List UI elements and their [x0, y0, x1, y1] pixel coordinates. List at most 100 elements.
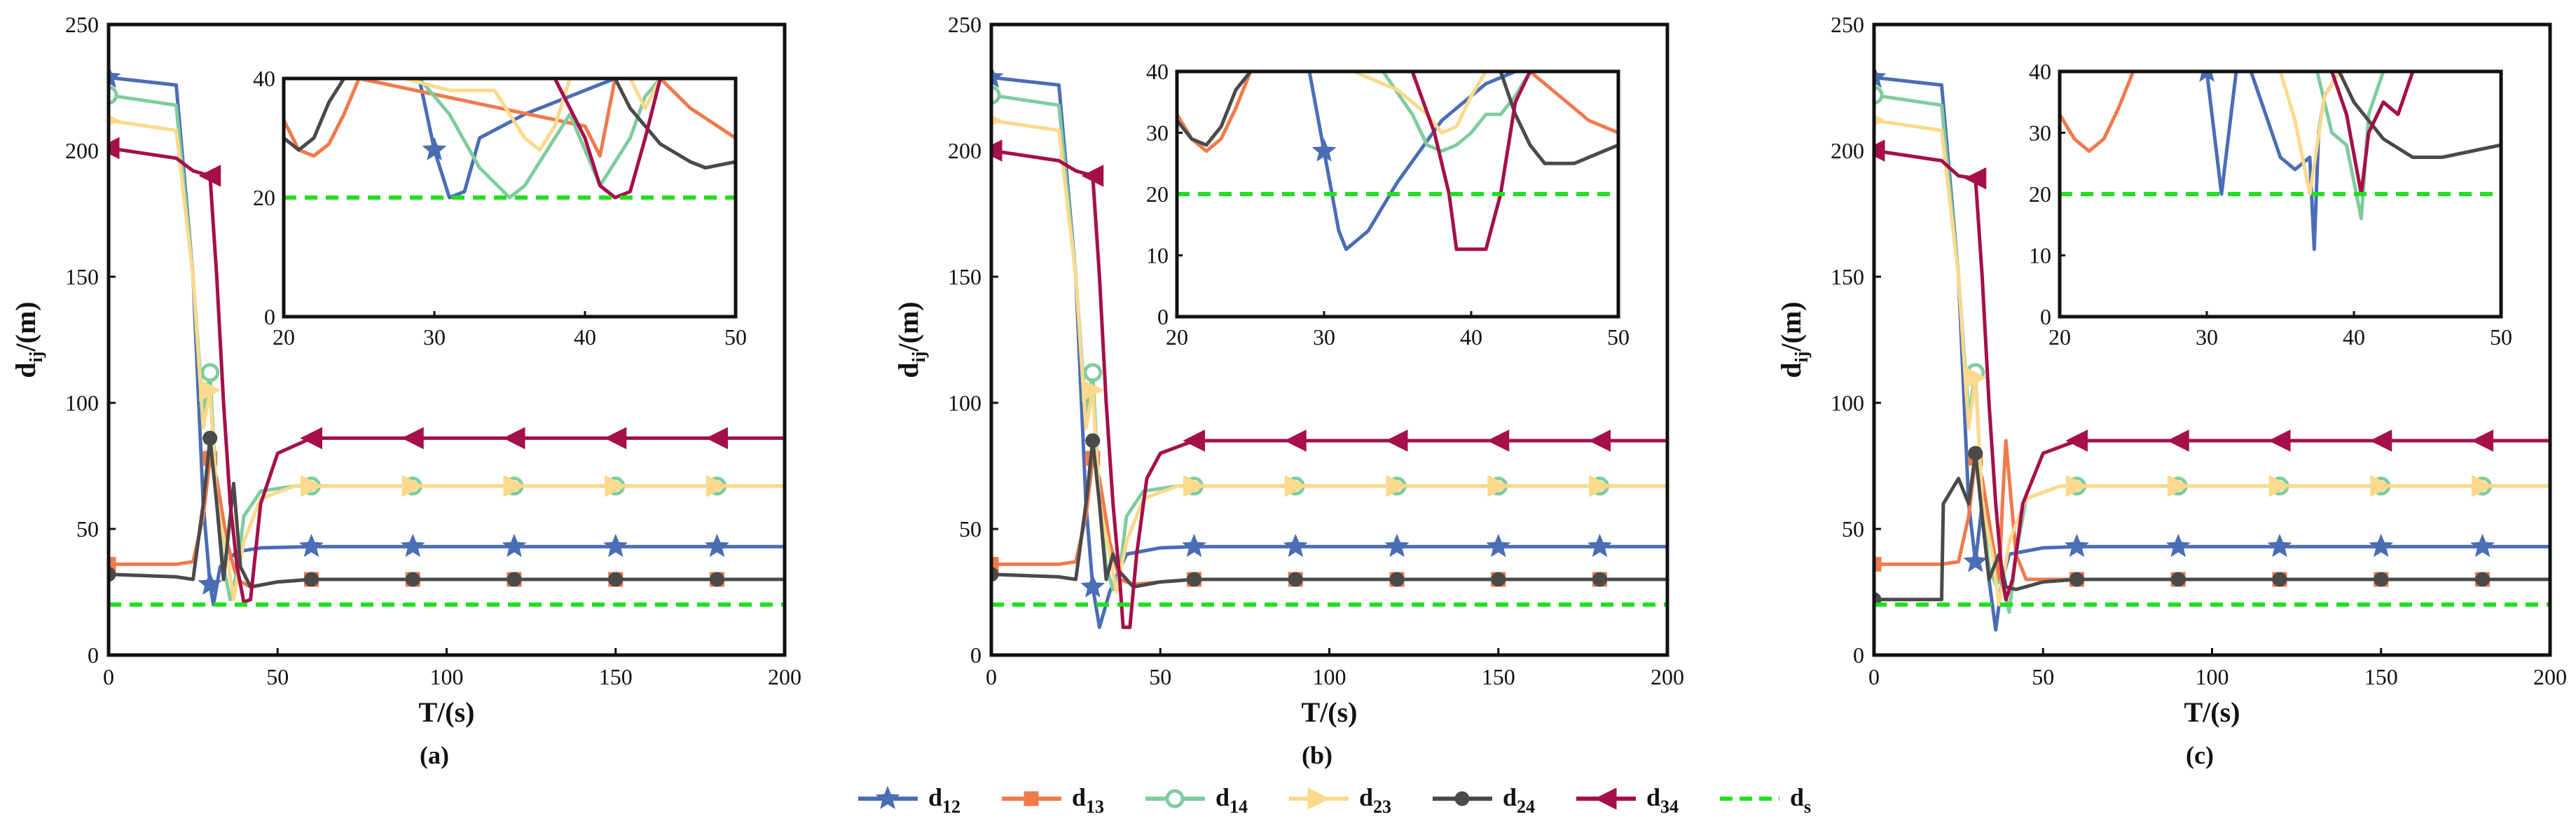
legend-item-d12: d12 [858, 783, 960, 817]
inset-y-tick-label: 40 [2029, 59, 2051, 84]
y-axis-label: dij/(m) [1775, 301, 1812, 378]
panel-label: (a) [420, 741, 449, 769]
plot-frame [106, 22, 787, 657]
marker-d12 [2470, 533, 2495, 558]
inset-series-line-d14 [1381, 71, 1532, 153]
marker-d23 [605, 474, 627, 497]
marker-d23 [1964, 366, 1987, 389]
y-tick-label: 0 [970, 642, 982, 668]
y-tick-label: 150 [65, 264, 99, 289]
legend-item-d34: d34 [1576, 783, 1679, 817]
inset-x-tick-label: 50 [724, 324, 747, 350]
series-group [1874, 64, 2550, 632]
marker-d23 [2167, 474, 2190, 497]
legend-item-d23: d23 [1289, 783, 1391, 817]
y-tick-label: 150 [1831, 264, 1864, 289]
marker-d23 [2370, 474, 2392, 497]
series-line-d23 [1874, 118, 2550, 607]
inset-frame [2058, 69, 2503, 319]
marker-d13 [109, 556, 116, 572]
x-tick-label: 150 [599, 664, 633, 689]
legend-label: d34 [1646, 783, 1679, 817]
x-tick-label: 0 [103, 664, 114, 689]
legend-marker [1594, 787, 1617, 810]
marker-d12 [198, 571, 223, 596]
inset-series-line-d24 [1177, 71, 1618, 165]
marker-d24 [2374, 572, 2389, 587]
marker-d12 [2065, 533, 2089, 558]
inset-series-line-d34 [2330, 71, 2415, 196]
marker-d34 [1183, 429, 1205, 452]
marker-d24 [304, 572, 319, 587]
x-tick-label: 0 [1868, 664, 1880, 689]
marker-d24 [608, 572, 624, 587]
marker-d23 [1082, 379, 1104, 401]
marker-d34 [1081, 165, 1104, 187]
marker-d14 [991, 85, 1001, 105]
marker-d12 [705, 533, 729, 558]
marker-d34 [1385, 429, 1408, 452]
legend: d12 d13 d14 d23 d24 d34 ds [858, 783, 1811, 817]
x-tick-label: 50 [1149, 664, 1171, 689]
marker-d12 [1283, 533, 1308, 558]
panel-label: (b) [1302, 741, 1332, 769]
marker-d14 [200, 363, 220, 383]
marker-d13 [991, 556, 999, 572]
inset-y-tick-label: 0 [2040, 304, 2051, 329]
marker-d23 [1386, 474, 1409, 497]
legend-label: d23 [1359, 783, 1391, 817]
y-tick-label: 50 [959, 516, 982, 542]
inset-y-tick-label: 10 [1146, 243, 1169, 268]
marker-d34 [1284, 429, 1307, 452]
marker-d34 [2268, 429, 2291, 452]
inset-y-tick-label: 40 [253, 66, 275, 91]
marker-d12 [299, 533, 324, 558]
y-tick-label: 100 [65, 390, 99, 415]
y-tick-label: 100 [948, 390, 982, 415]
inset-series-line-d34 [1410, 71, 1532, 252]
inset-marker-d12 [2199, 71, 2215, 82]
series-line-d24 [109, 436, 785, 589]
marker-d34 [1874, 139, 1885, 162]
marker-d24 [405, 572, 420, 587]
inset-x-tick-label: 40 [1460, 324, 1482, 350]
inset-x-tick-label: 40 [2343, 324, 2365, 350]
inset-series-line-d12 [418, 78, 616, 200]
marker-d12 [1874, 64, 1887, 88]
inset-y-tick-label: 20 [2029, 181, 2051, 207]
inset-series-line-d23 [2278, 71, 2341, 196]
marker-d14 [1083, 363, 1103, 383]
marker-d12 [2369, 533, 2394, 558]
marker-d34 [300, 427, 322, 450]
y-tick-label: 0 [1853, 642, 1864, 668]
marker-d23 [706, 474, 729, 497]
marker-d34 [198, 165, 221, 187]
inset-x-tick-label: 20 [1166, 324, 1188, 350]
y-tick-label: 50 [1842, 516, 1864, 542]
marker-d24 [507, 572, 522, 587]
inset-y-tick-label: 0 [1157, 304, 1169, 329]
inset-series-group [284, 78, 736, 200]
inset-series-line-d13 [1177, 71, 1618, 153]
inset-y-tick-label: 30 [1146, 121, 1169, 146]
inset-y-tick-label: 30 [2029, 121, 2051, 146]
marker-d23 [199, 379, 221, 401]
series-line-d24 [991, 439, 1667, 589]
marker-d24 [2475, 572, 2490, 587]
marker-d24 [2069, 572, 2084, 587]
inset-series-line-d23 [404, 78, 662, 152]
marker-d34 [1964, 167, 1987, 190]
panel-label: (c) [2186, 741, 2214, 769]
plot-frame [1872, 22, 2552, 657]
y-tick-label: 250 [1831, 12, 1864, 37]
marker-d24 [1085, 433, 1101, 448]
inset-series-group [1177, 71, 1618, 252]
marker-d24 [2170, 572, 2186, 587]
legend-label: d13 [1072, 783, 1104, 817]
x-tick-label: 0 [986, 664, 997, 689]
inset: 20 30 40 50 0 10 20 30 40 [2029, 59, 2512, 350]
marker-d24 [1288, 572, 1303, 587]
marker-d34 [1487, 429, 1510, 452]
